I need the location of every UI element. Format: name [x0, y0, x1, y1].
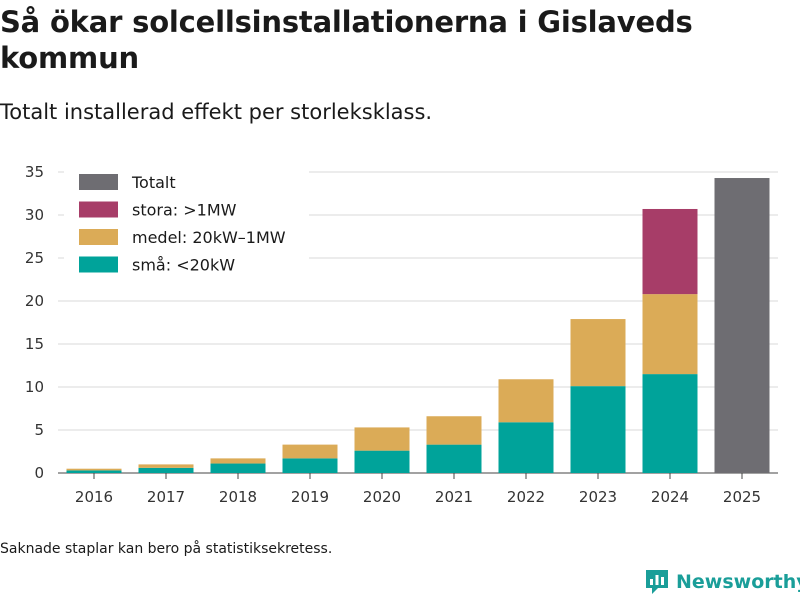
bar-segment: [138, 464, 194, 468]
x-tick-label: 2020: [363, 488, 401, 506]
legend-swatch: [79, 256, 118, 273]
bar-segment: [354, 427, 410, 451]
x-axis: 2016 2017 2018 2019 2020 2021 2022 2023 2024 2025: [75, 473, 761, 506]
x-tick-label: 2023: [579, 488, 617, 506]
legend-label: medel: 20kW–1MW: [132, 228, 286, 247]
bar-segment: [642, 294, 698, 375]
legend-label: små: <20kW: [132, 256, 235, 275]
bar-segment: [282, 444, 338, 459]
bars: [66, 178, 770, 473]
y-axis-ticks: 0 5 10 15 20 25 30 35: [25, 163, 44, 482]
bar-segment: [498, 379, 554, 423]
bar-segment: [426, 444, 482, 473]
y-tick-label: 5: [34, 421, 44, 439]
legend: Totalt stora: >1MW medel: 20kW–1MW små: <20…: [64, 168, 309, 281]
x-tick-label: 2017: [147, 488, 185, 506]
legend-swatch: [79, 229, 118, 245]
bar-segment: [642, 208, 698, 295]
y-tick-label: 15: [25, 335, 44, 353]
bar-segment: [210, 458, 266, 464]
y-tick-label: 10: [25, 378, 44, 396]
y-tick-label: 0: [34, 464, 44, 482]
y-tick-label: 35: [25, 163, 44, 181]
x-tick-label: 2016: [75, 488, 113, 506]
x-tick-label: 2018: [219, 488, 257, 506]
bar-segment: [66, 470, 122, 473]
bar-segment: [210, 463, 266, 473]
y-tick-label: 20: [25, 292, 44, 310]
legend-label: stora: >1MW: [132, 201, 237, 220]
bar-segment: [138, 467, 194, 473]
legend-label: Totalt: [131, 173, 176, 192]
x-tick-label: 2022: [507, 488, 545, 506]
bar-segment: [498, 422, 554, 473]
bar-segment: [66, 468, 122, 471]
bar-segment: [714, 178, 770, 473]
legend-swatch: [79, 174, 118, 190]
x-tick-label: 2019: [291, 488, 329, 506]
footnote: Saknade staplar kan bero på statistiksek…: [0, 541, 333, 557]
y-tick-label: 25: [25, 249, 44, 267]
chart-title: Så ökar solcellsinstallationerna i Gisla…: [0, 5, 693, 75]
bar-segment: [426, 416, 482, 445]
bar-segment: [570, 319, 626, 387]
bar-segment: [570, 386, 626, 473]
bar-segment: [642, 374, 698, 473]
x-tick-label: 2021: [435, 488, 473, 506]
x-tick-label: 2025: [723, 488, 761, 506]
bar-segment: [354, 450, 410, 473]
legend-swatch: [79, 201, 118, 218]
chart-subtitle: Totalt installerad effekt per storlekskl…: [0, 100, 433, 124]
y-tick-label: 30: [25, 206, 44, 224]
bar-segment: [282, 458, 338, 473]
brand-name: Newsworthy: [676, 571, 800, 593]
newsworthy-logo-icon: [646, 570, 668, 594]
newsworthy-logo[interactable]: Newsworthy: [644, 568, 800, 596]
x-tick-label: 2024: [651, 488, 689, 506]
